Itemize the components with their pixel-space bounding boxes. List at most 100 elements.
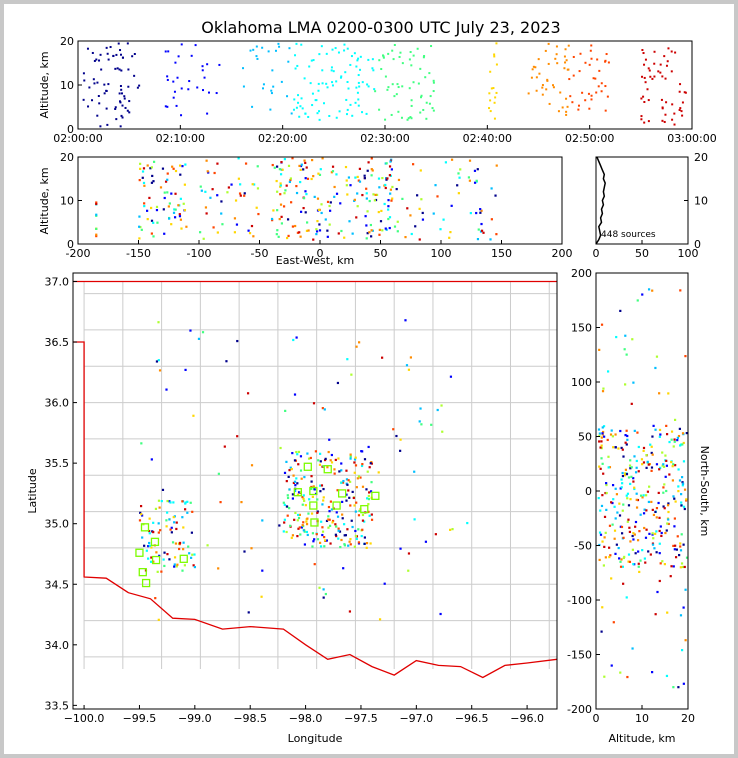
source-point <box>303 543 307 546</box>
source-point <box>613 505 616 508</box>
source-point <box>626 497 629 500</box>
source-point <box>647 500 650 504</box>
source-point <box>341 481 345 484</box>
source-point <box>181 500 184 503</box>
source-point <box>299 180 302 184</box>
ew-tick-label: 50 <box>374 247 388 260</box>
station-marker <box>150 537 160 547</box>
source-point <box>387 217 390 221</box>
source-point <box>201 331 205 334</box>
source-point <box>339 545 342 549</box>
source-point <box>412 81 415 84</box>
source-point <box>296 231 300 234</box>
source-point <box>651 77 654 80</box>
source-point <box>647 288 651 291</box>
source-point <box>345 499 348 502</box>
source-point <box>494 194 497 197</box>
source-point <box>665 424 668 427</box>
source-point <box>357 57 360 60</box>
source-point <box>607 61 610 64</box>
source-point <box>614 487 617 490</box>
source-point <box>630 466 633 469</box>
source-point <box>633 455 636 458</box>
source-point <box>660 98 663 101</box>
source-point <box>314 450 318 453</box>
source-point <box>318 586 321 589</box>
source-point <box>277 42 280 45</box>
source-point <box>119 49 122 52</box>
source-point <box>174 61 177 64</box>
source-point <box>671 118 674 121</box>
source-point <box>301 107 304 110</box>
source-point <box>408 58 411 61</box>
source-point <box>488 107 491 110</box>
source-point <box>665 489 668 493</box>
source-point <box>673 497 676 500</box>
source-point <box>399 449 402 452</box>
source-point <box>541 84 544 87</box>
source-point <box>610 501 613 504</box>
source-point <box>296 535 299 538</box>
source-point <box>628 526 631 529</box>
source-point <box>358 85 361 88</box>
source-point <box>83 79 86 82</box>
source-point <box>242 85 245 88</box>
source-point <box>316 538 320 541</box>
source-point <box>638 570 641 574</box>
source-point <box>293 393 297 396</box>
source-point <box>377 210 380 214</box>
source-point <box>194 44 197 47</box>
source-point <box>409 116 412 119</box>
source-point <box>299 469 303 472</box>
source-point <box>369 223 373 227</box>
source-point <box>677 490 680 493</box>
source-point <box>434 533 437 536</box>
source-point <box>215 92 218 95</box>
source-point <box>147 545 150 548</box>
source-point <box>288 180 291 184</box>
source-point <box>157 499 161 502</box>
source-point <box>680 533 683 536</box>
source-point <box>297 516 301 520</box>
source-point <box>155 551 158 554</box>
source-point <box>310 475 313 478</box>
source-point <box>479 208 482 211</box>
source-point <box>293 459 297 462</box>
source-point <box>606 370 610 373</box>
source-point <box>622 582 625 585</box>
source-point <box>608 546 611 549</box>
source-point <box>630 475 633 478</box>
source-point <box>152 530 155 534</box>
source-point <box>684 91 687 94</box>
source-point <box>277 235 280 238</box>
source-point <box>354 101 357 104</box>
source-point <box>617 447 620 450</box>
source-point <box>626 492 630 495</box>
source-point <box>326 86 329 89</box>
source-point <box>261 569 264 572</box>
source-point <box>432 81 435 84</box>
source-point <box>412 163 415 166</box>
source-point <box>401 62 404 65</box>
source-point <box>393 95 396 98</box>
source-point <box>388 216 392 219</box>
source-point <box>432 79 435 82</box>
source-point <box>297 101 300 104</box>
source-point <box>306 533 309 537</box>
source-point <box>346 483 349 486</box>
source-point <box>329 500 332 503</box>
source-point <box>316 112 319 115</box>
source-point <box>651 508 654 511</box>
source-point <box>313 488 316 491</box>
source-point <box>396 230 399 233</box>
source-point <box>680 493 683 496</box>
source-point <box>128 100 131 103</box>
source-point <box>179 173 182 176</box>
source-point <box>685 556 689 559</box>
source-point <box>323 102 326 105</box>
source-point <box>285 480 288 483</box>
source-point <box>642 446 646 450</box>
source-point <box>99 125 102 128</box>
source-point <box>291 157 294 160</box>
source-point <box>343 236 346 239</box>
